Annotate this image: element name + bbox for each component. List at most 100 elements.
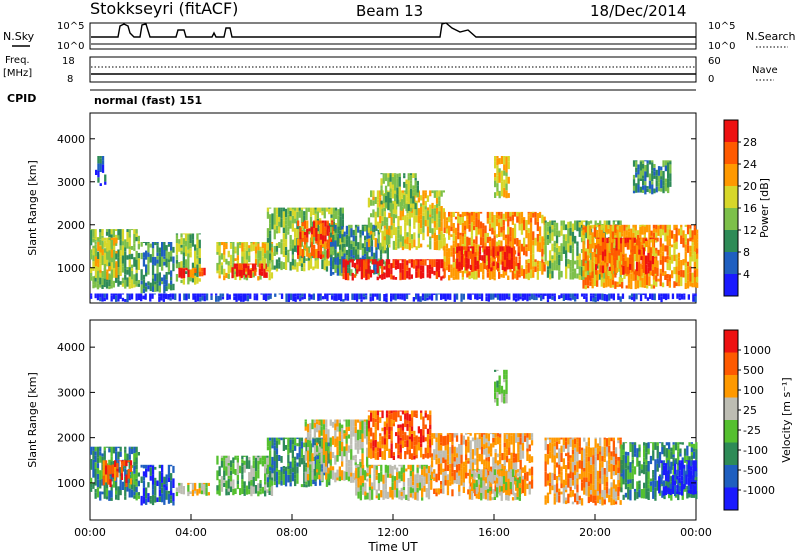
data-cell bbox=[388, 448, 391, 459]
data-cell bbox=[97, 267, 100, 271]
data-cell bbox=[462, 258, 466, 268]
data-cell bbox=[306, 450, 310, 461]
data-cell bbox=[289, 244, 292, 251]
data-cell bbox=[354, 227, 358, 236]
data-cell bbox=[398, 173, 401, 177]
data-cell bbox=[497, 255, 500, 263]
data-cell bbox=[243, 455, 246, 457]
data-cell bbox=[421, 475, 424, 478]
data-cell bbox=[424, 190, 427, 193]
data-cell bbox=[135, 478, 138, 482]
data-cell bbox=[229, 242, 233, 243]
data-cell bbox=[403, 204, 406, 209]
data-cell bbox=[680, 293, 684, 300]
data-cell bbox=[306, 228, 309, 238]
data-cell bbox=[269, 253, 272, 261]
data-cell bbox=[576, 273, 579, 279]
data-cell bbox=[319, 230, 323, 234]
data-cell bbox=[401, 423, 405, 431]
data-cell bbox=[367, 264, 370, 274]
data-cell bbox=[140, 464, 143, 468]
data-cell bbox=[357, 467, 360, 478]
data-cell bbox=[555, 437, 559, 442]
data-cell bbox=[396, 173, 399, 179]
data-cell bbox=[618, 255, 621, 261]
data-cell bbox=[406, 265, 409, 271]
data-cell bbox=[175, 491, 179, 497]
data-cell bbox=[558, 295, 561, 300]
data-cell bbox=[325, 442, 328, 446]
data-cell bbox=[364, 240, 367, 247]
data-cell bbox=[440, 259, 443, 261]
data-cell bbox=[248, 460, 251, 469]
data-cell bbox=[431, 259, 434, 268]
data-cell bbox=[117, 486, 120, 497]
data-cell bbox=[275, 437, 279, 441]
data-cell bbox=[99, 232, 102, 240]
data-cell bbox=[634, 254, 637, 262]
data-cell bbox=[524, 433, 527, 436]
data-cell bbox=[492, 433, 495, 438]
data-cell bbox=[491, 270, 494, 280]
data-cell bbox=[555, 483, 559, 493]
data-cell bbox=[178, 262, 181, 270]
data-cell bbox=[252, 272, 255, 278]
data-cell bbox=[589, 272, 592, 276]
data-cell bbox=[632, 270, 635, 278]
data-cell bbox=[110, 257, 113, 263]
data-cell bbox=[352, 229, 355, 236]
data-cell bbox=[417, 197, 420, 203]
data-cell bbox=[637, 174, 640, 179]
data-cell bbox=[511, 490, 515, 494]
data-cell bbox=[488, 236, 492, 242]
data-cell bbox=[389, 188, 392, 193]
data-cell bbox=[135, 269, 138, 274]
data-cell bbox=[90, 463, 93, 470]
data-cell bbox=[375, 267, 378, 275]
data-cell bbox=[343, 231, 346, 237]
data-cell bbox=[398, 490, 401, 500]
data-cell bbox=[254, 263, 257, 265]
data-cell bbox=[227, 478, 230, 489]
data-cell bbox=[103, 293, 106, 298]
data-cell bbox=[609, 249, 612, 253]
data-cell bbox=[487, 453, 490, 457]
data-cell bbox=[388, 244, 391, 248]
data-cell bbox=[383, 444, 386, 450]
data-cell bbox=[521, 487, 525, 494]
data-cell bbox=[437, 488, 440, 495]
data-cell bbox=[422, 225, 425, 233]
data-cell bbox=[396, 178, 399, 188]
data-cell bbox=[379, 410, 382, 412]
data-cell bbox=[544, 245, 547, 253]
data-cell bbox=[161, 266, 164, 271]
data-cell bbox=[480, 487, 483, 493]
data-cell bbox=[409, 470, 412, 477]
data-cell bbox=[243, 488, 246, 496]
data-cell bbox=[145, 286, 148, 292]
data-cell bbox=[385, 430, 389, 438]
data-cell bbox=[593, 248, 596, 253]
data-cell bbox=[282, 220, 285, 228]
data-cell bbox=[370, 410, 373, 413]
data-cell bbox=[298, 251, 301, 261]
data-cell bbox=[460, 433, 463, 435]
data-cell bbox=[472, 248, 475, 254]
data-cell bbox=[94, 244, 97, 253]
data-cell bbox=[488, 223, 492, 229]
data-cell bbox=[392, 208, 395, 214]
data-cell bbox=[398, 176, 401, 187]
data-cell bbox=[389, 486, 392, 498]
data-cell bbox=[401, 293, 404, 300]
data-cell bbox=[535, 297, 538, 301]
data-cell bbox=[387, 177, 390, 187]
data-cell bbox=[576, 241, 579, 247]
data-cell bbox=[254, 269, 257, 276]
data-cell bbox=[544, 495, 547, 500]
data-cell bbox=[321, 207, 324, 212]
colorbar-tick-label: 4 bbox=[743, 268, 750, 281]
data-cell bbox=[296, 211, 299, 222]
data-cell bbox=[475, 212, 478, 218]
data-cell bbox=[280, 246, 283, 255]
data-cell bbox=[549, 268, 552, 274]
